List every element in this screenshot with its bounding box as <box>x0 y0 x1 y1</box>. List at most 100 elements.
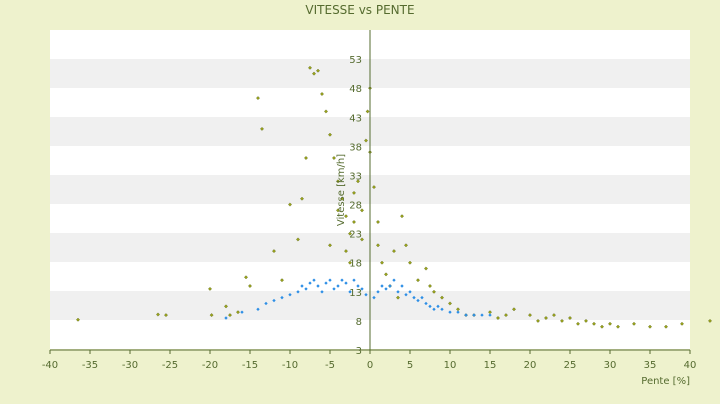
data-point <box>440 295 444 300</box>
y-tick-label: 33 <box>349 171 362 182</box>
data-point <box>416 298 420 303</box>
data-point <box>648 324 652 329</box>
data-point <box>344 281 348 285</box>
data-point <box>432 307 436 311</box>
x-tick-label: -25 <box>162 360 178 371</box>
data-point <box>568 316 572 320</box>
data-point <box>272 249 276 254</box>
data-point <box>340 196 344 201</box>
data-point <box>420 295 424 300</box>
data-point <box>392 249 396 254</box>
data-point <box>632 321 636 326</box>
data-points <box>76 65 712 329</box>
data-point <box>164 313 168 318</box>
data-point <box>344 214 348 219</box>
data-point <box>324 281 328 285</box>
data-point <box>428 304 432 309</box>
data-point <box>504 313 508 318</box>
x-tick-label: -10 <box>282 360 298 371</box>
data-point <box>376 243 380 248</box>
data-point <box>412 295 416 300</box>
data-point <box>264 301 268 306</box>
data-point <box>224 304 228 309</box>
data-point <box>236 310 240 315</box>
data-point <box>356 179 360 184</box>
data-point <box>400 214 404 219</box>
data-point <box>344 249 348 254</box>
x-tick-label: -15 <box>242 360 258 371</box>
data-point <box>380 260 384 265</box>
data-point <box>436 304 440 309</box>
data-point <box>76 317 80 322</box>
y-axis-label: Vitesse [km/h] <box>336 154 347 226</box>
data-point <box>332 287 336 291</box>
data-point <box>680 321 684 326</box>
data-point <box>404 243 408 248</box>
data-point <box>424 301 428 306</box>
data-point <box>364 293 368 297</box>
data-point <box>424 266 428 271</box>
data-point <box>244 275 248 280</box>
data-point <box>376 220 380 224</box>
data-point <box>280 278 284 283</box>
x-tick-label: 30 <box>604 360 617 371</box>
data-point <box>416 278 420 283</box>
data-point <box>400 284 404 288</box>
data-point <box>308 281 312 285</box>
data-point <box>496 316 500 320</box>
data-point <box>456 310 460 314</box>
tick-labels: -40 -35 -30 -25 -20 -15 -10 -5 0 5 10 15 20 25 30 35 40 3… <box>42 55 697 371</box>
data-point <box>396 290 400 294</box>
data-point <box>365 109 370 114</box>
data-point <box>348 290 352 294</box>
data-point <box>372 295 376 300</box>
data-point <box>464 313 468 317</box>
x-tick-label: 20 <box>524 360 537 371</box>
data-point <box>348 260 352 265</box>
data-point <box>380 284 384 288</box>
y-tick-label: 48 <box>349 84 362 95</box>
data-point <box>388 284 392 288</box>
x-tick-label: 35 <box>644 360 657 371</box>
data-point <box>352 278 356 282</box>
data-point <box>600 324 604 329</box>
data-point <box>336 208 340 213</box>
data-point <box>256 96 260 100</box>
data-point <box>320 92 324 96</box>
data-point <box>248 284 252 288</box>
data-point <box>512 307 516 312</box>
data-point <box>328 132 332 137</box>
data-point <box>708 318 712 323</box>
data-point <box>364 138 368 143</box>
data-point <box>348 231 352 236</box>
data-point <box>560 318 564 323</box>
y-tick-label: 23 <box>349 230 362 241</box>
y-tick-label: 38 <box>349 142 362 153</box>
data-point <box>312 278 316 282</box>
data-point <box>256 307 260 311</box>
data-point <box>260 126 264 131</box>
data-point <box>324 109 328 114</box>
chart-title: VITESSE vs PENTE <box>305 3 414 17</box>
data-point <box>536 318 540 323</box>
y-tick-label: 8 <box>356 317 362 328</box>
data-point <box>340 278 344 282</box>
x-tick-label: 10 <box>444 360 457 371</box>
data-point <box>528 313 532 318</box>
x-tick-label: -40 <box>42 360 58 371</box>
data-point <box>372 185 376 190</box>
data-point <box>616 324 620 329</box>
data-point <box>224 316 228 320</box>
data-point <box>404 293 408 297</box>
data-point <box>272 298 276 303</box>
data-point <box>296 290 300 294</box>
data-point <box>332 156 336 160</box>
data-point <box>664 324 668 329</box>
data-point <box>300 284 304 288</box>
data-point <box>480 313 484 317</box>
y-tick-label: 28 <box>349 201 362 212</box>
y-tick-label: 18 <box>349 259 362 270</box>
data-point <box>592 321 596 326</box>
data-point <box>316 68 320 73</box>
